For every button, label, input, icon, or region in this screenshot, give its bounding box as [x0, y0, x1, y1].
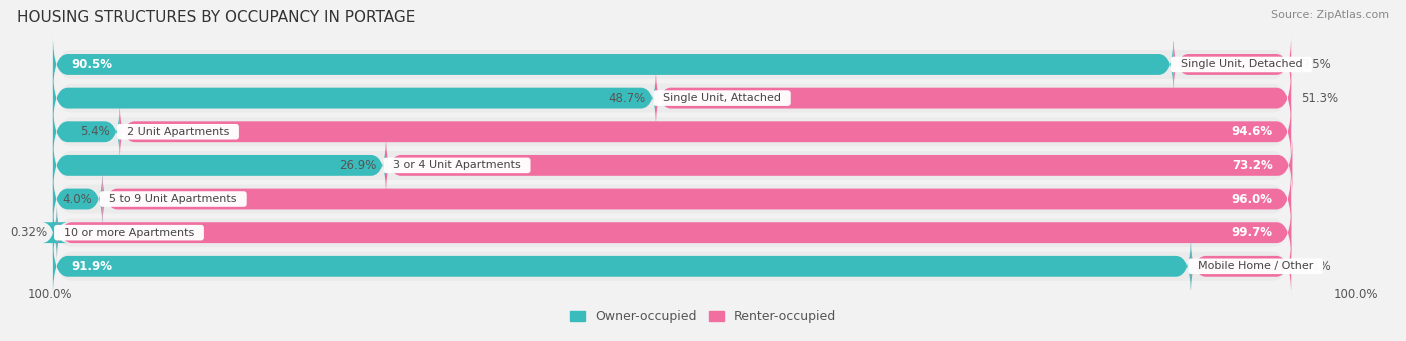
FancyBboxPatch shape — [42, 203, 67, 263]
FancyBboxPatch shape — [103, 169, 1291, 229]
FancyBboxPatch shape — [53, 169, 103, 229]
Text: Single Unit, Detached: Single Unit, Detached — [1174, 59, 1309, 70]
Text: 73.2%: 73.2% — [1232, 159, 1272, 172]
Text: 96.0%: 96.0% — [1232, 193, 1272, 206]
Text: Single Unit, Attached: Single Unit, Attached — [657, 93, 787, 103]
FancyBboxPatch shape — [53, 129, 1291, 202]
FancyBboxPatch shape — [53, 163, 1291, 235]
Text: 2 Unit Apartments: 2 Unit Apartments — [120, 127, 236, 137]
Text: 8.1%: 8.1% — [1301, 260, 1331, 273]
Text: Source: ZipAtlas.com: Source: ZipAtlas.com — [1271, 10, 1389, 20]
Text: 26.9%: 26.9% — [339, 159, 375, 172]
Text: 91.9%: 91.9% — [72, 260, 112, 273]
FancyBboxPatch shape — [1191, 236, 1291, 296]
FancyBboxPatch shape — [53, 197, 1291, 269]
FancyBboxPatch shape — [120, 102, 1291, 162]
FancyBboxPatch shape — [387, 135, 1292, 195]
Text: 4.0%: 4.0% — [63, 193, 93, 206]
Text: 5 to 9 Unit Apartments: 5 to 9 Unit Apartments — [103, 194, 243, 204]
FancyBboxPatch shape — [53, 230, 1291, 302]
Text: 99.7%: 99.7% — [1232, 226, 1272, 239]
FancyBboxPatch shape — [53, 34, 1174, 94]
Text: 0.32%: 0.32% — [10, 226, 46, 239]
Text: 94.6%: 94.6% — [1232, 125, 1272, 138]
FancyBboxPatch shape — [53, 62, 1291, 134]
FancyBboxPatch shape — [53, 68, 657, 128]
Text: 90.5%: 90.5% — [72, 58, 112, 71]
Text: 10 or more Apartments: 10 or more Apartments — [56, 228, 201, 238]
Text: 100.0%: 100.0% — [28, 288, 73, 301]
Text: 100.0%: 100.0% — [1333, 288, 1378, 301]
Text: 5.4%: 5.4% — [80, 125, 110, 138]
Legend: Owner-occupied, Renter-occupied: Owner-occupied, Renter-occupied — [565, 306, 841, 328]
FancyBboxPatch shape — [53, 236, 1191, 296]
Text: 9.5%: 9.5% — [1301, 58, 1331, 71]
FancyBboxPatch shape — [657, 68, 1291, 128]
FancyBboxPatch shape — [53, 135, 387, 195]
FancyBboxPatch shape — [53, 96, 1291, 168]
FancyBboxPatch shape — [53, 102, 120, 162]
FancyBboxPatch shape — [53, 29, 1291, 101]
Text: 48.7%: 48.7% — [609, 92, 645, 105]
FancyBboxPatch shape — [56, 203, 1292, 263]
Text: Mobile Home / Other: Mobile Home / Other — [1191, 261, 1320, 271]
FancyBboxPatch shape — [1174, 34, 1291, 94]
Text: HOUSING STRUCTURES BY OCCUPANCY IN PORTAGE: HOUSING STRUCTURES BY OCCUPANCY IN PORTA… — [17, 10, 415, 25]
Text: 51.3%: 51.3% — [1301, 92, 1339, 105]
Text: 3 or 4 Unit Apartments: 3 or 4 Unit Apartments — [387, 160, 527, 170]
